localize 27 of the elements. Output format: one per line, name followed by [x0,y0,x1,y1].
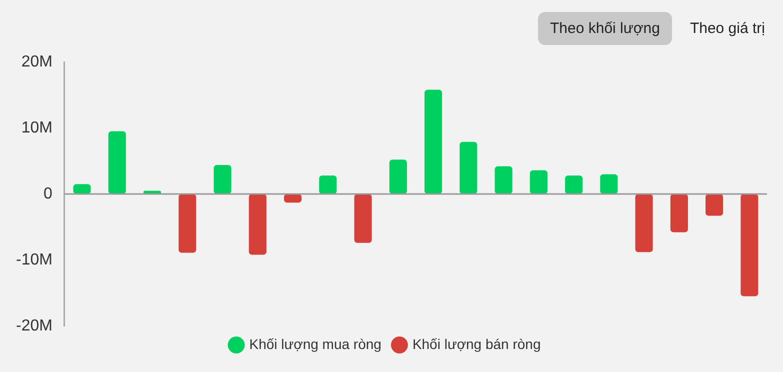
bar [178,194,196,253]
bar [108,131,126,194]
y-tick-label: 20M [21,53,52,70]
y-tick-label: -10M [16,251,52,268]
bar [389,160,407,194]
text: Theo khối lượng [538,12,672,45]
bar [565,176,583,194]
bar [706,194,724,216]
bar [670,194,688,232]
y-tick-label: 10M [21,119,52,136]
bar [248,194,266,255]
bar [494,166,512,194]
legend-label: Khối lượng mua ròng [249,336,382,352]
bar [73,184,91,194]
bar [600,174,618,194]
bar [740,194,758,296]
bar [530,170,548,194]
bar [635,194,653,252]
legend-label: Khối lượng bán ròng [412,336,541,352]
y-tick-label: 0 [44,185,53,202]
y-tick-label: -20M [16,317,52,334]
text: Theo giá trị [688,19,766,39]
bar [214,164,232,194]
bar [354,194,372,243]
bar [424,90,442,194]
bar [460,142,478,194]
bar [319,176,337,194]
